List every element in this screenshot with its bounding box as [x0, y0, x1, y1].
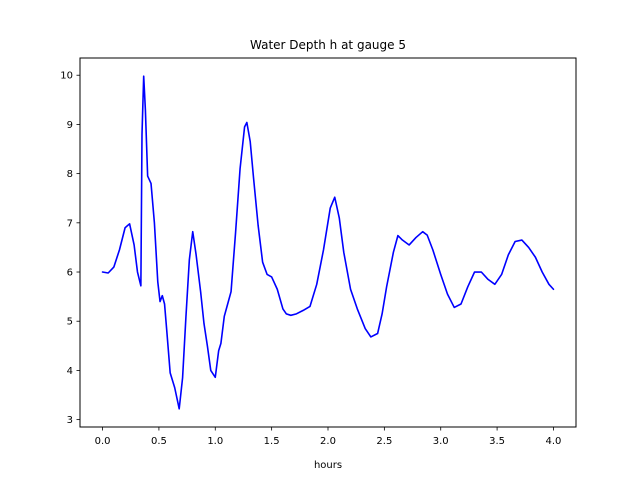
y-tick-label: 3: [67, 415, 73, 426]
x-tick-label: 0.5: [151, 436, 167, 447]
y-axis: 3 4 5 6 7 8 9 10: [60, 71, 80, 426]
y-tick-label: 9: [67, 120, 73, 131]
x-tick-label: 4.0: [546, 436, 562, 447]
y-tick-label: 4: [67, 366, 73, 377]
chart-title: Water Depth h at gauge 5: [250, 38, 406, 52]
x-tick-label: 1.0: [207, 436, 223, 447]
y-tick-label: 6: [67, 268, 73, 279]
x-tick-label: 3.5: [489, 436, 505, 447]
x-tick-label: 2.0: [320, 436, 336, 447]
x-tick-label: 1.5: [264, 436, 280, 447]
y-tick-label: 10: [60, 71, 73, 82]
x-tick-label: 3.0: [433, 436, 449, 447]
plot-area: [101, 75, 555, 410]
water-depth-series-line: [101, 75, 555, 410]
x-axis-label: hours: [314, 460, 342, 471]
x-tick-label: 2.5: [376, 436, 392, 447]
y-tick-label: 5: [67, 317, 73, 328]
x-axis: 0.0 0.5 1.0 1.5 2.0 2.5 3.0 3.5 4.0: [95, 427, 562, 447]
y-tick-label: 8: [67, 169, 73, 180]
x-tick-label: 0.0: [95, 436, 111, 447]
y-tick-label: 7: [67, 218, 73, 229]
